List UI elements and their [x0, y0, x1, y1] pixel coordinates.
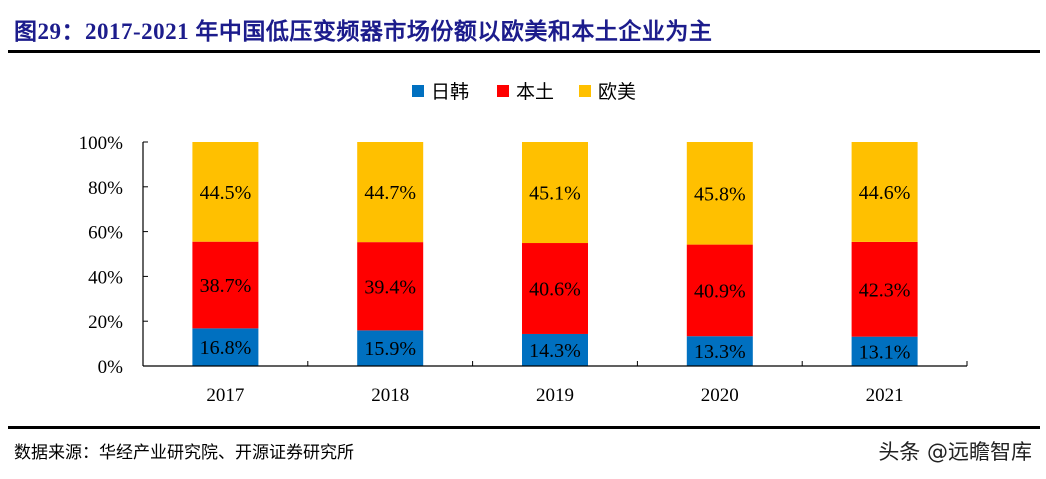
legend-swatch [412, 85, 424, 97]
bar-segment [522, 333, 588, 366]
bar-segment [851, 142, 918, 242]
bar-group-2018: 15.9% 39.4% 44.7% [357, 142, 424, 366]
legend-label: 本土 [516, 81, 554, 103]
bar-segment [686, 142, 753, 245]
data-label: 44.7% [364, 182, 416, 204]
bar-segment [192, 328, 259, 366]
legend-item-1: 日韩 [412, 81, 469, 103]
legend: 日韩 本土 欧美 [412, 81, 636, 103]
legend-label: 日韩 [431, 81, 469, 103]
legend-item-2: 本土 [497, 81, 554, 103]
bar-segment [357, 142, 424, 243]
y-tick-label: 20% [88, 312, 123, 333]
data-label: 45.1% [529, 183, 581, 205]
x-tick-label: 2021 [866, 385, 904, 406]
data-label: 13.1% [859, 341, 911, 363]
bar-segment [851, 336, 918, 366]
bar-segment [192, 241, 259, 329]
bar-segment [357, 242, 424, 331]
data-label: 16.8% [200, 337, 252, 359]
data-label: 14.3% [529, 340, 581, 362]
legend-swatch [579, 85, 591, 97]
watermark: 头条 @远瞻智库 [878, 440, 1032, 464]
data-label: 45.8% [694, 183, 746, 205]
y-tick-label: 80% [88, 178, 123, 199]
title-divider [8, 50, 1040, 53]
legend-label: 欧美 [598, 81, 636, 103]
bar-segment [686, 336, 753, 366]
bar-segment [686, 244, 753, 337]
y-tick-label: 0% [98, 357, 124, 378]
bar-group-2020: 13.3% 40.9% 45.8% [686, 142, 753, 366]
y-axis: 0% 20% 40% 60% 80% 100% [79, 133, 148, 378]
data-label: 15.9% [364, 338, 416, 360]
bar-group-2021: 13.1% 42.3% 44.6% [851, 142, 918, 366]
data-label: 39.4% [364, 276, 416, 298]
bar-group-2019: 14.3% 40.6% 45.1% [522, 142, 588, 366]
bar-group-2017: 16.8% 38.7% 44.5% [192, 142, 259, 366]
figure-title: 图29：2017-2021 年中国低压变频器市场份额以欧美和本土企业为主 [14, 19, 713, 44]
data-label: 13.3% [694, 341, 746, 363]
x-tick-label: 2019 [536, 385, 574, 406]
bar-segment [522, 142, 588, 244]
x-tick-label: 2020 [701, 385, 739, 406]
x-axis: 2017 2018 2019 2020 2021 [142, 361, 968, 406]
data-label: 38.7% [200, 275, 252, 297]
footer-divider [8, 426, 1040, 429]
bar-segment [522, 243, 588, 334]
bar-segment [851, 241, 918, 337]
y-tick-label: 40% [88, 267, 123, 288]
x-tick-label: 2018 [371, 385, 409, 406]
data-label: 44.5% [200, 182, 252, 204]
bar-segment [357, 330, 424, 366]
source-note: 数据来源：华经产业研究院、开源证券研究所 [14, 443, 354, 462]
y-tick-label: 60% [88, 223, 123, 244]
x-tick-label: 2017 [206, 385, 244, 406]
data-label: 44.6% [859, 182, 911, 204]
legend-item-3: 欧美 [579, 81, 636, 103]
data-label: 40.9% [694, 280, 746, 302]
data-label: 42.3% [859, 279, 911, 301]
legend-swatch [497, 85, 509, 97]
y-tick-label: 100% [79, 133, 124, 154]
data-label: 40.6% [529, 278, 581, 300]
bars: 16.8% 38.7% 44.5% 15.9% 39.4% 44.7% 14.3% 40.6%… [192, 142, 918, 366]
bar-segment [192, 142, 259, 242]
